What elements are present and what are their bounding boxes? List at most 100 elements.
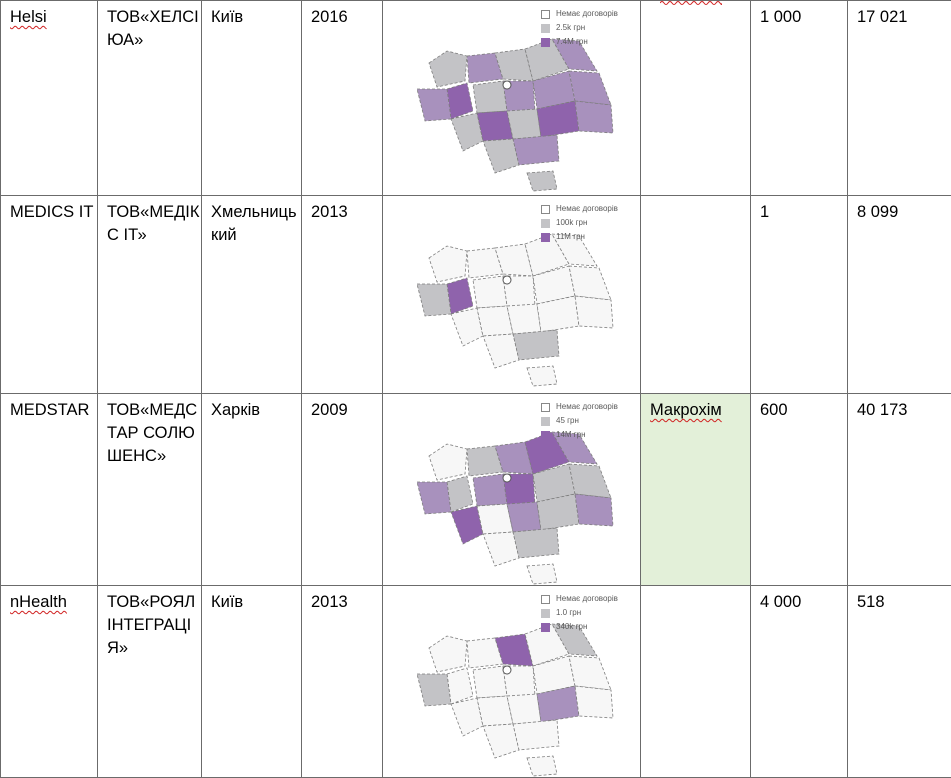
value-a: 1 000 [751,1,847,29]
partner [641,586,750,591]
map-region [575,494,613,526]
value-a: 1 [751,196,847,224]
map-region [507,109,541,139]
legend-swatch-none [541,595,550,604]
map-region [575,296,613,328]
value-a: 600 [751,394,847,422]
city: Київ [202,586,301,614]
map-region [513,330,559,360]
map-region [527,171,557,191]
map-cell: Немає договорів 1.0 грн 340k грн [383,586,641,778]
partner [641,196,750,201]
map-region [569,266,611,300]
map-cell: Немає договорів 45 грн 14M грн [383,394,641,586]
partner: Макрохім [641,394,750,422]
legend-label-none: Немає договорів [556,592,618,606]
map-region [507,694,541,724]
value-a: 4 000 [751,586,847,614]
map-region [473,276,507,308]
map-region [429,51,467,87]
map-region [569,656,611,690]
value-b: 518 [848,586,951,614]
table-row: Helsi ТОВ«ХЕЛСІ ЮА» Київ 2016 Немає дого… [1,1,951,196]
legend-swatch-low [541,24,550,33]
map-region [417,284,451,316]
table-row: nHealth ТОВ«РОЯЛ ІНТЕГРАЦІЯ» Київ 2013 Н… [1,586,951,778]
legend-label-high: 11M грн [556,230,585,244]
map-region [483,139,519,173]
legend-swatch-low [541,219,550,228]
map-region [447,83,473,119]
map-legend: Немає договорів 45 грн 14M грн [541,400,618,442]
legend-swatch-high [541,233,550,242]
map-region [429,444,467,480]
legend-label-high: 340k грн [556,620,587,634]
map-region [575,686,613,718]
legend-swatch-high [541,623,550,632]
map-legend: Немає договорів 1.0 грн 340k грн [541,592,618,634]
city: Хмельницький [202,196,301,247]
map-region [417,482,451,514]
legend-label-low: 100k грн [556,216,587,230]
legend-label-none: Немає договорів [556,7,618,21]
system-name: MEDSTAR [1,394,97,422]
map-region [527,366,557,386]
legend-label-none: Немає договорів [556,400,618,414]
map-region [417,89,451,121]
map-region [527,564,557,584]
map-region [513,135,559,165]
legend-swatch-none [541,10,550,19]
map-region [447,278,473,314]
legend-swatch-none [541,205,550,214]
capital-marker [503,666,511,674]
company-name: ТОВ«ХЕЛСІ ЮА» [98,1,201,52]
map-cell: Немає договорів 100k грн 11M грн [383,196,641,394]
company-name: ТОВ«МЕДСТАР СОЛЮШЕНС» [98,394,201,468]
map-region [569,464,611,498]
capital-marker [503,81,511,89]
map-region [507,304,541,334]
year: 2013 [302,196,382,224]
year: 2013 [302,586,382,614]
map-legend: Немає договорів 100k грн 11M грн [541,202,618,244]
map-legend: Немає договорів 2.5k грн 7.4M грн [541,7,618,49]
map-region [447,668,473,704]
map-region [507,502,541,532]
capital-marker [503,474,511,482]
map-region [483,724,519,758]
table-row: MEDSTAR ТОВ«МЕДСТАР СОЛЮШЕНС» Харків 200… [1,394,951,586]
table-row: MEDICS IT ТОВ«МЕДІКС ІТ» Хмельницький 20… [1,196,951,394]
company-name: ТОВ«РОЯЛ ІНТЕГРАЦІЯ» [98,586,201,660]
map-region [473,666,507,698]
spellcheck-squiggle [660,0,722,6]
capital-marker [503,276,511,284]
value-b: 8 099 [848,196,951,224]
legend-label-high: 7.4M грн [556,35,588,49]
map-region [447,476,473,512]
map-region [527,756,557,776]
value-b: 40 173 [848,394,951,422]
map-region [483,334,519,368]
map-cell: Немає договорів 2.5k грн 7.4M грн [383,1,641,196]
legend-swatch-high [541,431,550,440]
map-region [513,720,559,750]
year: 2016 [302,1,382,29]
system-name: Helsi [1,1,97,29]
city: Київ [202,1,301,29]
map-region [575,101,613,133]
legend-swatch-none [541,403,550,412]
legend-label-none: Немає договорів [556,202,618,216]
legend-label-low: 2.5k грн [556,21,585,35]
map-region [417,674,451,706]
legend-label-low: 1.0 грн [556,606,581,620]
legend-swatch-high [541,38,550,47]
map-region [429,246,467,282]
system-name: nHealth [1,586,97,614]
value-b: 17 021 [848,1,951,29]
map-region [483,532,519,566]
map-region [513,528,559,558]
company-name: ТОВ«МЕДІКС ІТ» [98,196,201,247]
year: 2009 [302,394,382,422]
legend-swatch-low [541,609,550,618]
